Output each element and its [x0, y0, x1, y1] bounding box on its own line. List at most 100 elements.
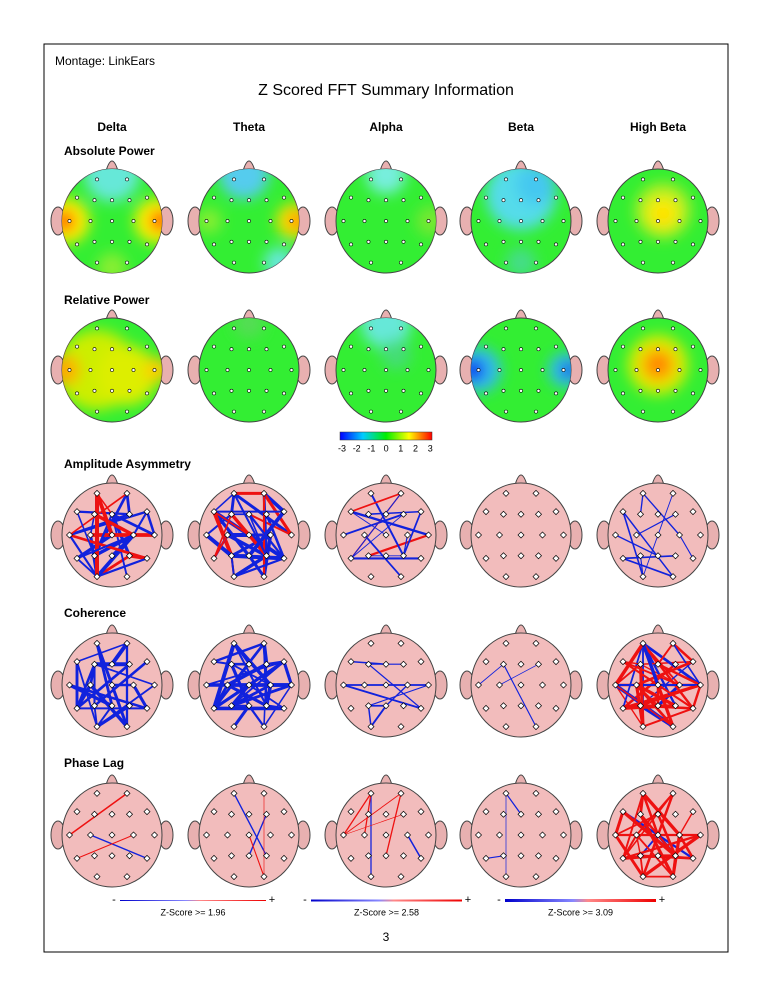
- connection: [212, 510, 234, 557]
- electrode: [397, 639, 405, 647]
- electrode: [382, 831, 390, 839]
- electrode: [282, 391, 286, 396]
- electrode: [475, 531, 482, 539]
- electrode: [365, 510, 372, 518]
- electrode: [560, 681, 567, 689]
- electrode: [280, 854, 288, 862]
- electrode: [280, 508, 288, 516]
- electrode: [347, 704, 355, 712]
- electrode: [365, 810, 372, 818]
- connection: [248, 513, 285, 560]
- connection: [639, 493, 644, 515]
- electrode: [203, 831, 210, 839]
- electrode: [482, 554, 490, 562]
- electrode: [619, 508, 627, 516]
- electrode: [347, 808, 355, 816]
- row-label: Amplitude Asymmetry: [64, 457, 191, 471]
- electrode: [400, 660, 407, 668]
- electrode: [539, 681, 546, 689]
- connection: [213, 510, 250, 536]
- head-map: [459, 474, 583, 588]
- electrode: [673, 388, 678, 393]
- electrode: [519, 219, 523, 223]
- electrode: [369, 260, 373, 265]
- electrode: [247, 347, 251, 352]
- electrode: [91, 552, 98, 560]
- electrode: [475, 681, 482, 689]
- electrode: [369, 326, 373, 331]
- electrode: [247, 198, 251, 203]
- electrode: [677, 368, 682, 372]
- electrode: [361, 681, 368, 689]
- electrode: [672, 852, 679, 860]
- electrode: [108, 810, 116, 818]
- electrode: [698, 368, 703, 372]
- legend-label: Z-Score >= 1.96: [160, 907, 225, 917]
- electrode: [501, 388, 506, 393]
- electrode: [267, 531, 274, 539]
- head-map: [459, 774, 583, 888]
- connection: [370, 492, 405, 557]
- electrode: [654, 510, 662, 518]
- electrode: [689, 508, 697, 516]
- connection: [226, 533, 268, 558]
- electrode: [482, 704, 490, 712]
- connection: [368, 684, 429, 707]
- electrode: [639, 789, 647, 797]
- connection: [342, 793, 372, 836]
- electrode: [484, 195, 488, 200]
- electrode: [66, 531, 73, 539]
- electrode: [561, 368, 566, 372]
- connection: [370, 705, 387, 728]
- electrode: [247, 388, 251, 393]
- electrode: [397, 573, 405, 581]
- connection: [212, 510, 251, 557]
- connection: [265, 513, 286, 559]
- topo-blob: [562, 362, 571, 378]
- electrode: [401, 239, 406, 244]
- electrode: [123, 573, 131, 581]
- electrode: [654, 681, 662, 689]
- electrode: [66, 681, 73, 689]
- electrode: [152, 368, 157, 372]
- electrode: [552, 554, 560, 562]
- topo-blob: [84, 169, 140, 202]
- topo-blob: [361, 318, 411, 349]
- topo-blob: [62, 211, 75, 231]
- electrode: [656, 388, 660, 393]
- electrode: [262, 409, 266, 414]
- electrode: [108, 852, 116, 860]
- legend-minus: -: [112, 894, 116, 906]
- electrode: [539, 531, 546, 539]
- electrode: [639, 723, 647, 731]
- electrode: [637, 810, 644, 818]
- connection: [343, 793, 402, 836]
- electrode: [672, 552, 679, 560]
- electrode: [93, 639, 101, 647]
- electrode: [497, 219, 502, 223]
- electrode: [484, 242, 488, 247]
- connection: [671, 855, 677, 877]
- electrode: [91, 510, 98, 518]
- electrode: [131, 368, 136, 372]
- electrode: [365, 660, 372, 668]
- electrode: [517, 660, 525, 668]
- electrode: [400, 552, 407, 560]
- connection: [145, 511, 156, 536]
- electrode: [552, 854, 560, 862]
- electrode: [365, 552, 372, 560]
- electrode: [361, 831, 368, 839]
- electrode: [691, 391, 695, 396]
- electrode: [367, 489, 375, 497]
- connection: [262, 492, 293, 536]
- head-map: [324, 624, 448, 738]
- electrode: [535, 510, 542, 518]
- head-map: [324, 474, 448, 588]
- electrode: [619, 808, 627, 816]
- electrode: [91, 660, 98, 668]
- connection: [206, 660, 285, 686]
- electrode: [210, 808, 218, 816]
- connection: [368, 663, 422, 709]
- electrode: [656, 347, 660, 352]
- legend-line-fill: [311, 899, 462, 902]
